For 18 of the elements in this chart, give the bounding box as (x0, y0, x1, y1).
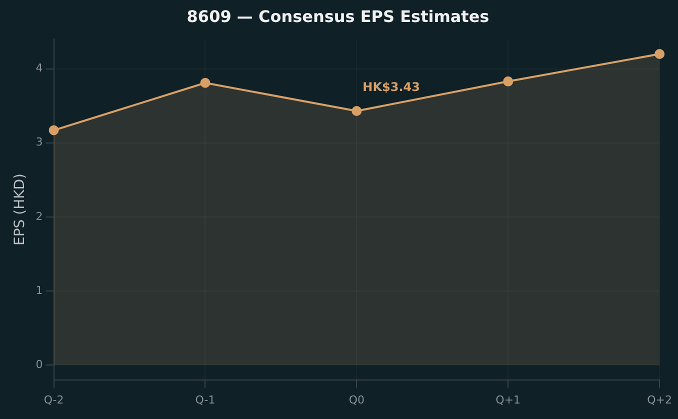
annotation: HK$3.43 (362, 80, 420, 94)
y-tick-label: 1 (36, 284, 43, 297)
point (352, 106, 362, 116)
y-tick-label: 3 (36, 136, 43, 149)
point (48, 125, 59, 136)
x-tick-label: Q+2 (647, 393, 672, 406)
x-tick-label: Q0 (348, 393, 365, 406)
x-tick-label: Q+1 (496, 393, 521, 406)
x-tick-label: Q-1 (195, 393, 216, 406)
y-axis-title: EPS (HKD) (12, 173, 28, 246)
chart-title: 8609 — Consensus EPS Estimates (186, 6, 490, 26)
point (654, 49, 665, 60)
y-tick-label: 0 (36, 358, 43, 371)
y-tick-label: 4 (36, 62, 43, 75)
point (200, 78, 210, 88)
y-tick-label: 2 (36, 210, 43, 223)
x-tick-label: Q-2 (44, 393, 64, 406)
point (503, 76, 514, 86)
